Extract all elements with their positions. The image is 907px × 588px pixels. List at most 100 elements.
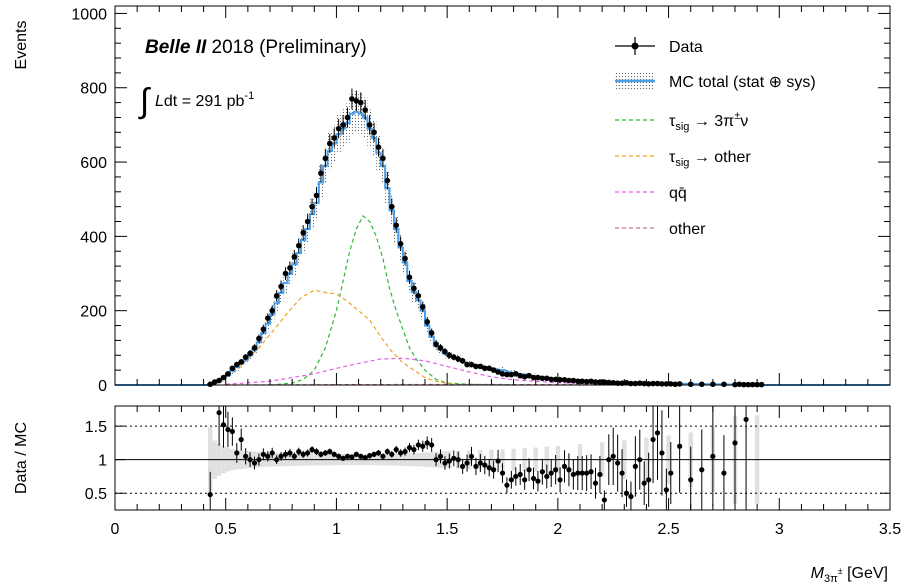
- ratio-point: [597, 471, 603, 478]
- ratio-point: [721, 470, 727, 476]
- ratio-point: [247, 457, 253, 463]
- ratio-point: [508, 477, 514, 483]
- ratio-point: [398, 450, 404, 456]
- data-point: [406, 274, 413, 281]
- data-point: [459, 358, 466, 364]
- data-point: [344, 114, 351, 121]
- data-point: [300, 229, 307, 236]
- ratio-point: [406, 445, 413, 451]
- data-point: [526, 372, 532, 379]
- ratio-point: [265, 453, 271, 459]
- y-tick-label: 200: [80, 304, 107, 321]
- ratio-point: [610, 453, 616, 459]
- data-point: [721, 381, 727, 388]
- ratio-point: [313, 449, 320, 455]
- legend: Data MC total (stat ⊕ sys) τsig → 3π±ν τ…: [615, 37, 816, 238]
- x-tick-label: 2.5: [657, 521, 679, 538]
- ratio-point: [473, 463, 479, 469]
- ratio-point: [411, 447, 417, 453]
- data-point: [264, 315, 271, 321]
- data-point: [402, 255, 408, 262]
- data-point: [610, 379, 617, 386]
- data-point: [291, 254, 298, 260]
- ratio-point: [592, 480, 599, 486]
- ratio-point: [641, 480, 647, 486]
- data-point: [486, 365, 493, 372]
- data-point: [698, 381, 705, 388]
- data-point: [548, 376, 555, 383]
- ratio-point: [278, 453, 284, 459]
- ratio-point: [628, 493, 634, 500]
- data-point: [335, 125, 342, 132]
- ratio-point: [623, 490, 630, 496]
- ratio-point: [601, 497, 607, 503]
- ratio-point: [637, 457, 643, 463]
- ratio-point: [371, 451, 377, 457]
- data-point: [473, 363, 479, 370]
- ratio-point: [632, 463, 638, 469]
- mc-total-line: [115, 110, 890, 386]
- ratio-point: [336, 453, 342, 459]
- main-plot-frame: [114, 5, 891, 386]
- ratio-point: [433, 457, 439, 463]
- ratio-y-tick-label: 1.5: [85, 419, 107, 436]
- ratio-point: [402, 449, 408, 455]
- ratio-point: [243, 453, 249, 459]
- ratio-point: [548, 470, 554, 476]
- data-point: [340, 122, 346, 128]
- ratio-point: [225, 426, 231, 433]
- y-tick-label: 400: [80, 229, 107, 246]
- ratio-point: [663, 487, 669, 493]
- ratio-point: [442, 460, 448, 466]
- ratio-point: [269, 450, 275, 456]
- ratio-point: [668, 470, 674, 476]
- data-point: [415, 293, 422, 299]
- ratio-point: [220, 422, 227, 428]
- data-point: [282, 270, 289, 277]
- data-point: [574, 378, 581, 385]
- lumi-label: Ldt = 291 pb-1: [155, 90, 254, 110]
- ratio-point: [238, 436, 244, 443]
- x-tick-label: 1.5: [436, 521, 458, 538]
- data-point: [672, 381, 679, 388]
- experiment-name: Belle II: [145, 37, 207, 58]
- ratio-point: [362, 455, 368, 461]
- ratio-point: [588, 469, 594, 475]
- ratio-point: [579, 470, 585, 476]
- ratio-point: [499, 470, 506, 476]
- data-point: [437, 345, 444, 351]
- ratio-point: [251, 460, 258, 466]
- x-tick-label: 1: [332, 521, 341, 538]
- data-point: [579, 378, 586, 385]
- data-point: [260, 326, 267, 333]
- ratio-point: [446, 458, 452, 464]
- x-tick-label: 0: [111, 521, 120, 538]
- data-point: [566, 377, 572, 384]
- data-point: [411, 285, 417, 292]
- ratio-y-tick-label: 0.5: [85, 486, 107, 503]
- ratio-point: [309, 447, 315, 453]
- ratio-point: [415, 442, 421, 448]
- ratio-point: [451, 455, 457, 461]
- data-point: [521, 374, 528, 380]
- legend-item-data: Data: [615, 37, 703, 56]
- ratio-point: [367, 453, 373, 459]
- main-plot: 0 200 400 600 800 1000: [71, 5, 891, 395]
- data-point: [455, 356, 462, 362]
- x-axis-label: M3π± [GeV]: [811, 565, 888, 585]
- ratio-point: [688, 477, 694, 483]
- ratio-point: [659, 450, 665, 456]
- data-point: [309, 203, 315, 210]
- ratio-point: [424, 440, 430, 446]
- data-point: [233, 361, 240, 368]
- y-axis-label: Events: [13, 21, 30, 70]
- title-rest: 2018 (Preliminary): [206, 37, 367, 58]
- ratio-point: [606, 457, 612, 463]
- data-points: [207, 88, 765, 388]
- ratio-point: [468, 453, 475, 459]
- ratio-point: [522, 477, 528, 483]
- data-point: [216, 377, 222, 384]
- ratio-point: [353, 451, 359, 457]
- data-point: [318, 170, 324, 177]
- ratio-point: [504, 482, 510, 488]
